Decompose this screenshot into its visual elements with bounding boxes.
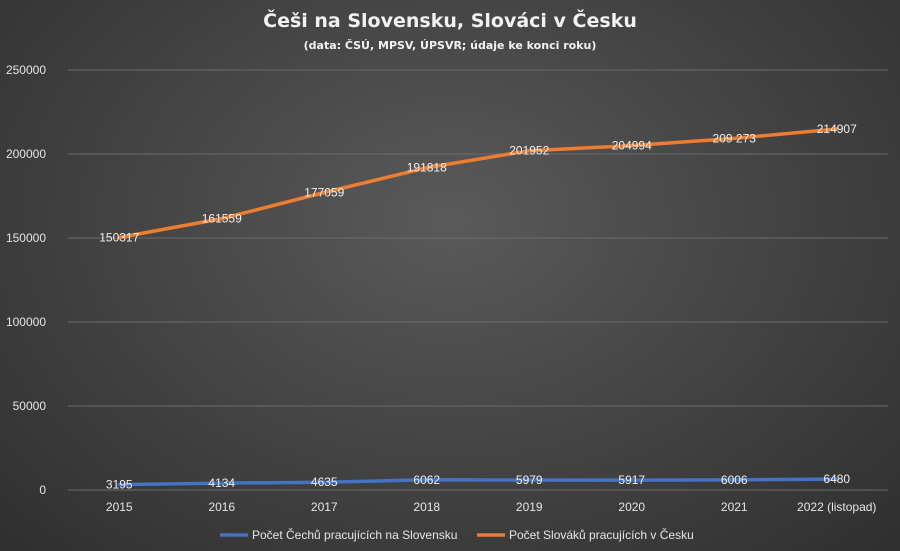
data-label: 6006 [721,473,748,487]
y-tick-label: 150000 [6,231,46,245]
x-tick-label: 2015 [106,500,133,514]
legend-label: Počet Čechů pracujících na Slovensku [252,527,457,542]
x-tick-label: 2018 [413,500,440,514]
chart-subtitle: (data: ČSÚ, MPSV, ÚPSVR; údaje ke konci … [304,39,597,52]
y-tick-label: 200000 [6,147,46,161]
y-tick-label: 100000 [6,315,46,329]
legend-label: Počet Slováků pracujících v Česku [509,527,694,542]
data-label: 161559 [202,212,242,226]
series-line-2 [117,127,839,240]
gridlines [68,69,888,491]
data-label: 6480 [823,472,850,486]
legend: Počet Čechů pracujících na Slovensku Poče… [220,527,694,542]
data-label: 204994 [612,139,652,153]
data-label: 5979 [516,473,543,487]
data-label: 3195 [106,478,133,492]
x-tick-label: 2022 (listopad) [797,500,876,514]
data-label: 209 273 [713,131,757,145]
series-lines [117,127,839,487]
x-axis-ticks: 2015 2016 2017 2018 2019 2020 2021 2022 (listop… [106,500,877,514]
data-label: 5917 [618,473,645,487]
data-label: 191818 [407,161,447,175]
y-tick-label: 50000 [13,399,47,413]
y-tick-label: 0 [39,483,46,497]
data-label: 150317 [99,230,139,244]
x-tick-label: 2020 [618,500,645,514]
data-label: 6062 [413,473,440,487]
x-tick-label: 2019 [516,500,543,514]
data-label: 177059 [304,186,344,200]
data-label: 214907 [817,122,857,136]
x-tick-label: 2017 [311,500,338,514]
chart-title: Češi na Slovensku, Slováci v Česku [263,8,637,32]
data-label: 4635 [311,475,338,489]
data-label: 201952 [509,144,549,158]
x-tick-label: 2016 [208,500,235,514]
data-label: 4134 [208,476,235,490]
data-labels: 3195 4134 4635 6062 5979 5917 6006 6480 150317 16… [99,122,857,492]
series-line-1 [117,477,839,487]
y-tick-label: 250000 [6,63,46,77]
y-axis-ticks: 0 50000 100000 150000 200000 250000 [6,63,46,497]
x-tick-label: 2021 [721,500,748,514]
